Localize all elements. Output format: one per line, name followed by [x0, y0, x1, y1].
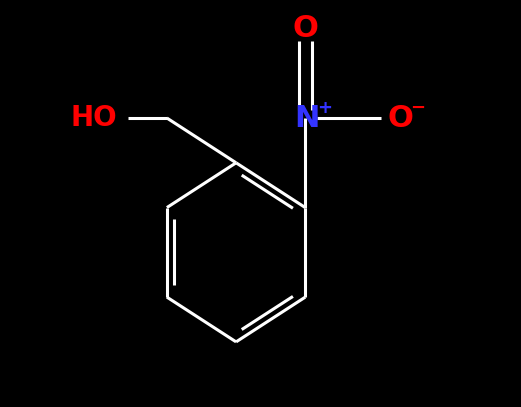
Text: +: + [317, 99, 332, 117]
Text: N: N [294, 103, 320, 133]
Text: −: − [410, 99, 425, 117]
Text: HO: HO [70, 104, 117, 132]
Text: O: O [388, 103, 414, 133]
Text: O: O [292, 14, 318, 43]
